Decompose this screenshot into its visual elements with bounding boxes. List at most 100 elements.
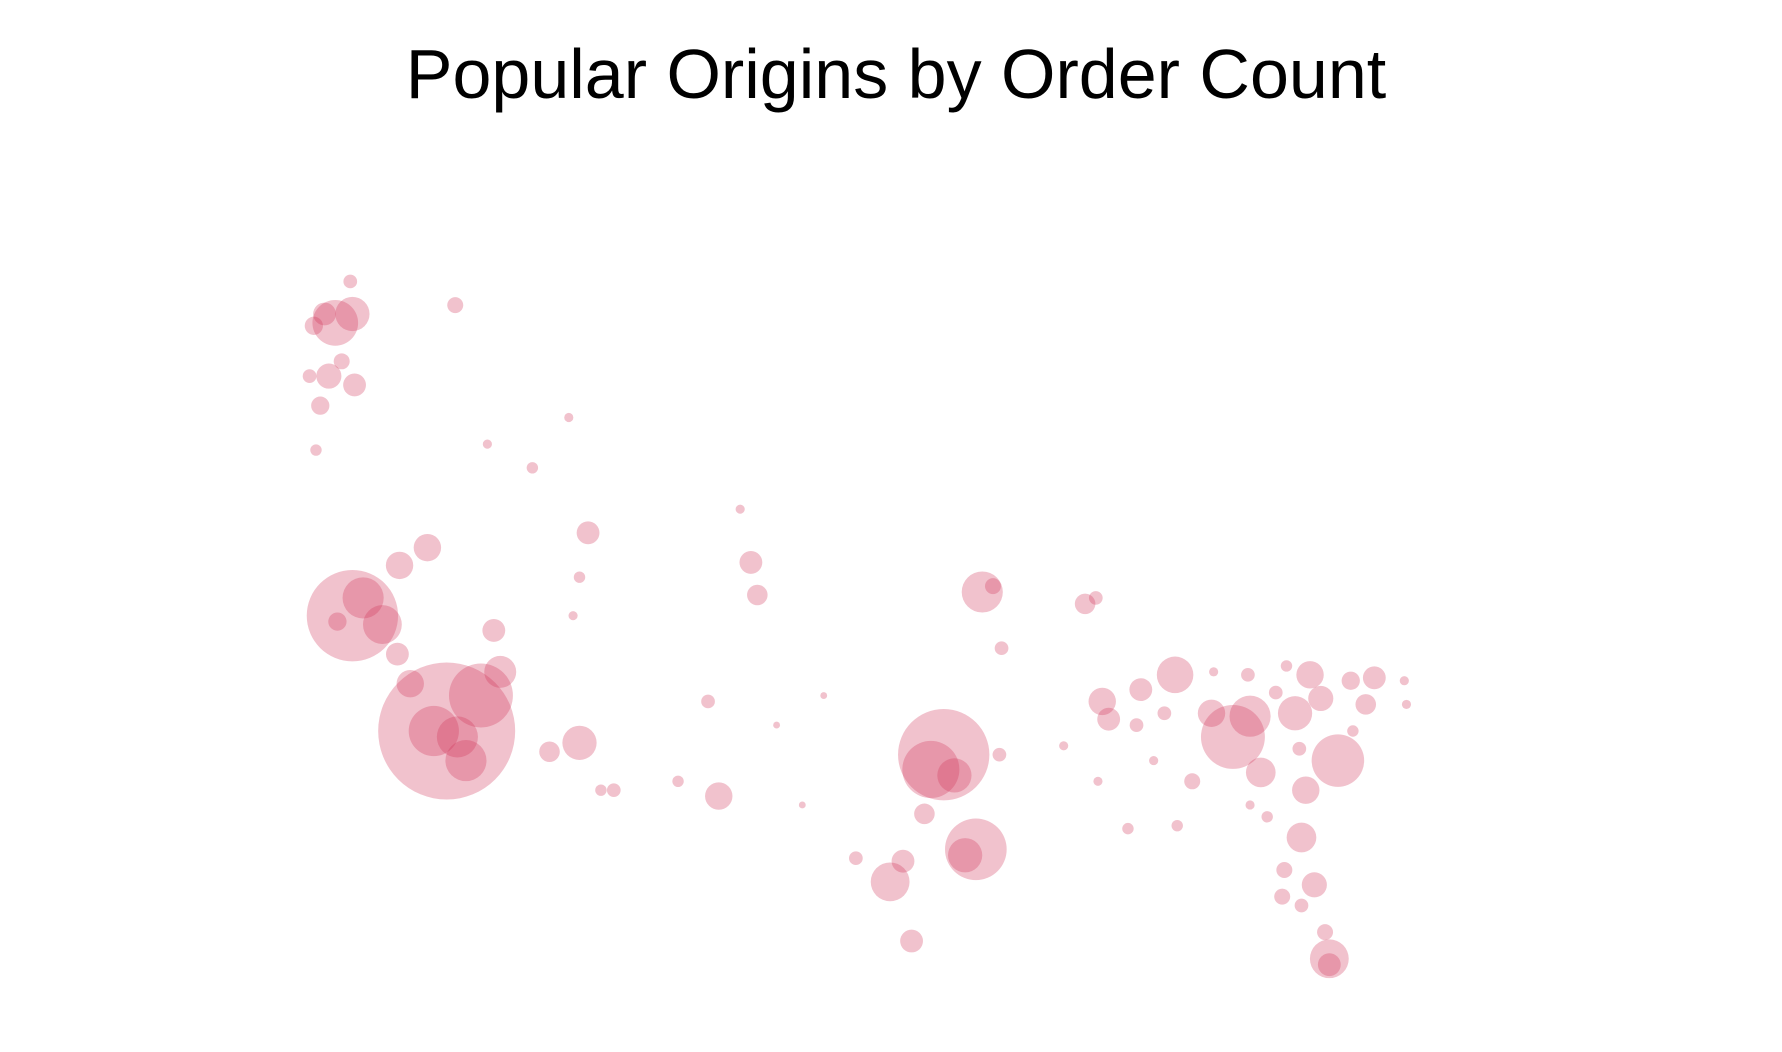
bubble (304, 316, 323, 335)
bubble (1088, 687, 1116, 716)
bubble (1229, 695, 1271, 737)
bubble (1401, 699, 1412, 709)
bubble (606, 783, 621, 798)
bubble (447, 297, 464, 314)
bubble (448, 663, 513, 728)
bubble (1122, 822, 1134, 835)
chart-title: Popular Origins by Order Count (406, 35, 1386, 113)
bubble (1317, 924, 1334, 941)
bubble (316, 363, 342, 389)
bubble (945, 818, 1007, 881)
bubble (1311, 734, 1365, 787)
bubble (1362, 666, 1386, 690)
bubble (914, 803, 935, 825)
bubble (1301, 872, 1327, 898)
bubble (1245, 800, 1255, 810)
bubble (539, 741, 560, 762)
bubble (482, 439, 492, 449)
bubble (311, 396, 330, 415)
bubble (1277, 696, 1313, 731)
bubble (1209, 667, 1219, 677)
bubble (568, 611, 578, 621)
bubble (1341, 671, 1360, 690)
bubble (1171, 819, 1183, 832)
bubble (1149, 756, 1159, 766)
bubble (747, 584, 768, 606)
bubble (1268, 685, 1283, 700)
bubble-layer (302, 274, 1412, 979)
bubble (396, 669, 424, 698)
bubble (526, 462, 539, 474)
bubble (902, 740, 960, 799)
bubble (870, 862, 910, 902)
bubble (342, 577, 384, 619)
bubble (1245, 757, 1276, 788)
bubble (312, 300, 359, 346)
bubble (385, 642, 409, 666)
bubble (1241, 667, 1255, 682)
bubble (937, 758, 972, 793)
bubble (992, 747, 1007, 762)
bubble (1261, 811, 1273, 823)
bubble (1294, 898, 1309, 913)
bubble (413, 533, 442, 562)
bubble (820, 692, 828, 699)
bubble (343, 373, 366, 397)
bubble (1184, 773, 1201, 790)
bubble (1308, 685, 1334, 712)
bubble (328, 612, 347, 631)
bubble (310, 444, 322, 456)
bubble (961, 571, 1003, 613)
bubble (984, 578, 1001, 595)
bubble (378, 662, 516, 800)
bubble (564, 412, 574, 423)
bubble (898, 709, 990, 801)
bubble (798, 801, 806, 809)
bubble (306, 570, 399, 662)
bubble (445, 740, 487, 782)
bubble (333, 353, 350, 370)
bubble (1286, 822, 1317, 853)
bubble (1309, 939, 1349, 979)
bubble (385, 551, 414, 580)
bubble (408, 705, 459, 757)
bubble (849, 851, 863, 866)
bubble (739, 551, 763, 574)
bubble (1059, 741, 1069, 751)
bubble (436, 716, 478, 758)
bubble (343, 274, 358, 289)
bubble (891, 849, 915, 873)
bubble (1093, 776, 1103, 786)
bubble (1197, 699, 1226, 727)
bubble (1156, 656, 1194, 694)
bubble (1292, 741, 1307, 756)
bubble (1129, 678, 1153, 702)
bubble (1292, 776, 1320, 804)
bubble (773, 721, 781, 729)
bubble (735, 504, 745, 514)
bubble (335, 296, 370, 332)
bubble (1399, 676, 1409, 686)
bubble (1129, 718, 1144, 732)
bubble (1274, 888, 1291, 905)
bubble (302, 369, 317, 383)
bubble (595, 784, 607, 796)
bubble (1157, 706, 1172, 721)
bubble (482, 619, 506, 642)
bubble (573, 571, 586, 583)
bubble (900, 929, 923, 953)
bubble (484, 655, 517, 688)
bubble (362, 605, 402, 644)
bubble (1074, 593, 1096, 615)
bubble (1280, 660, 1293, 672)
bubble (576, 521, 600, 545)
bubble (313, 302, 336, 326)
bubble (1347, 725, 1359, 737)
bubble (1088, 591, 1103, 605)
bubble (562, 725, 597, 760)
bubble (701, 694, 715, 709)
bubble (1355, 694, 1377, 715)
bubble (1276, 862, 1293, 879)
bubble (1317, 953, 1341, 977)
